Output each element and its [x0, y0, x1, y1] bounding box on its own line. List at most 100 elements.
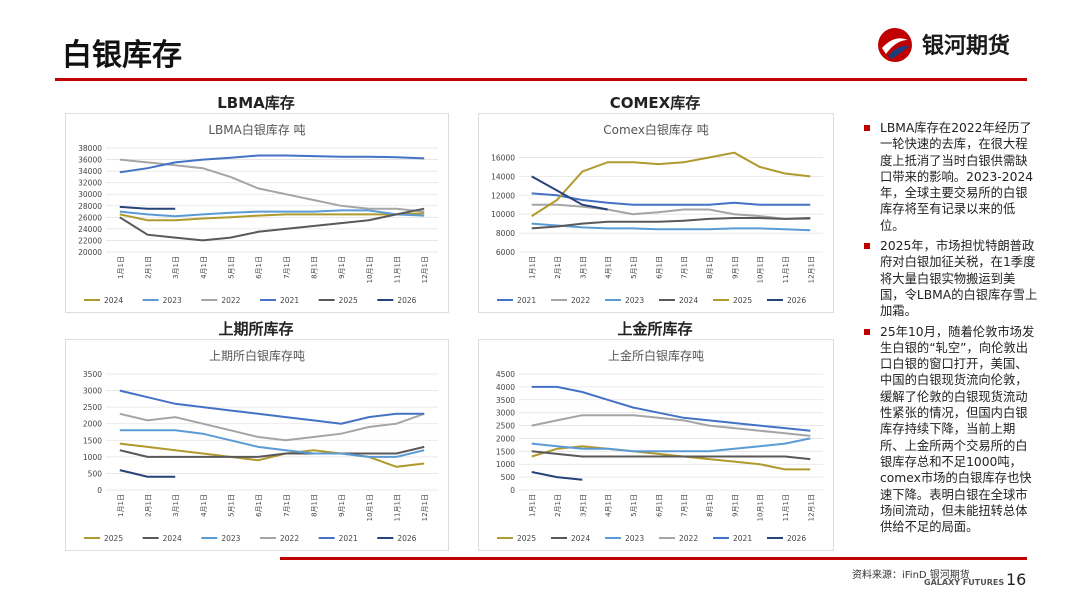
series-line: [531, 151, 811, 217]
series-line: [531, 222, 811, 232]
x-tick-label: 10月1日: [366, 494, 374, 521]
series-line: [531, 192, 811, 206]
legend-label: 2026: [397, 534, 416, 543]
panel-heading: 上期所库存: [218, 320, 294, 338]
legend-label: 2023: [163, 296, 182, 305]
y-tick-label: 6000: [496, 248, 515, 257]
x-tick-label: 1月1日: [117, 256, 125, 279]
x-tick-label: 7月1日: [681, 494, 689, 517]
series-line: [119, 389, 425, 425]
x-tick-label: 11月1日: [394, 256, 402, 283]
y-tick-label: 2000: [496, 434, 515, 443]
chart: 上期所白银库存吨 0 500 1000 1500 2000 2500 3000 3500 1月1日…: [65, 339, 449, 551]
legend-label: 2021: [339, 534, 358, 543]
y-tick-label: 16000: [491, 153, 515, 162]
series-line: [119, 154, 425, 174]
y-tick-label: 24000: [78, 225, 102, 234]
x-tick-label: 6月1日: [255, 256, 263, 279]
x-tick-label: 3月1日: [579, 494, 587, 517]
footer-rule: [280, 557, 1027, 560]
legend-label: 2025: [517, 534, 536, 543]
legend-label: 2021: [517, 296, 536, 305]
x-tick-label: 3月1日: [579, 256, 587, 279]
series-line: [531, 471, 583, 481]
bullet-list: LBMA库存在2022年经历了一轮快速的去库，在很大程度上抵消了当时白银供需缺口…: [862, 120, 1038, 539]
x-tick-label: 4月1日: [605, 494, 613, 517]
panel-heading: 上金所库存: [617, 320, 693, 338]
y-tick-label: 3000: [496, 409, 515, 418]
chart-title: Comex白银库存 吨: [603, 122, 709, 137]
series-line: [119, 207, 425, 242]
x-tick-label: 11月1日: [394, 494, 402, 521]
x-tick-label: 2月1日: [554, 256, 562, 279]
x-tick-label: 6月1日: [255, 494, 263, 517]
panel-heading: COMEX库存: [609, 94, 701, 112]
y-tick-label: 500: [88, 469, 103, 478]
bullet: 25年10月，随着伦敦市场发生白银的“轧空”，向伦敦出口白银的窗口打开，美国、中…: [862, 324, 1038, 536]
series-line: [119, 445, 425, 458]
y-tick-label: 32000: [78, 179, 102, 188]
x-tick-label: 3月1日: [172, 494, 180, 517]
y-tick-label: 2000: [83, 420, 102, 429]
x-tick-label: 11月1日: [782, 256, 790, 283]
source: 资料来源：iFinD 银河期货: [852, 570, 970, 581]
y-tick-label: 2500: [83, 403, 102, 412]
legend-label: 2025: [104, 534, 123, 543]
chart-title: 上金所白银库存吨: [608, 348, 704, 363]
chart-title: 上期所白银库存吨: [209, 348, 305, 363]
series-line: [119, 429, 425, 458]
series-line: [531, 450, 811, 461]
y-tick-label: 4000: [496, 383, 515, 392]
x-tick-label: 8月1日: [311, 494, 319, 517]
y-tick-label: 1500: [496, 447, 515, 456]
y-tick-label: 20000: [78, 248, 102, 257]
legend-label: 2024: [679, 296, 698, 305]
y-tick-label: 22000: [78, 236, 102, 245]
x-tick-label: 2月1日: [145, 256, 153, 279]
bullet: LBMA库存在2022年经历了一轮快速的去库，在很大程度上抵消了当时白银供需缺口…: [862, 120, 1038, 234]
y-tick-label: 1500: [83, 436, 102, 445]
chart: Comex白银库存 吨 6000 8000 10000 12000 14000 16000 1…: [478, 113, 834, 313]
series-line: [531, 445, 811, 471]
legend-label: 2022: [679, 534, 698, 543]
logo-icon: [878, 28, 912, 62]
y-tick-label: 3500: [83, 370, 102, 379]
y-tick-label: 3000: [83, 387, 102, 396]
y-tick-label: 3500: [496, 396, 515, 405]
x-tick-label: 5月1日: [228, 256, 236, 279]
x-tick-label: 1月1日: [117, 494, 125, 517]
panel-heading: LBMA库存: [217, 94, 295, 112]
series-line: [119, 158, 425, 213]
series-line: [531, 175, 608, 211]
x-tick-label: 2月1日: [145, 494, 153, 517]
x-tick-label: 9月1日: [338, 256, 346, 279]
x-tick-label: 8月1日: [706, 256, 714, 279]
legend-label: 2024: [163, 534, 182, 543]
legend-label: 2023: [221, 534, 240, 543]
x-tick-label: 3月1日: [172, 256, 180, 279]
y-tick-label: 0: [510, 486, 515, 495]
x-tick-label: 12月1日: [421, 256, 429, 283]
x-tick-label: 5月1日: [630, 494, 638, 517]
x-tick-label: 9月1日: [338, 494, 346, 517]
series-line: [119, 205, 176, 210]
y-tick-label: 1000: [496, 460, 515, 469]
series-line: [531, 203, 811, 220]
chart: LBMA白银库存 吨 20000 22000 24000 26000 28000 30000…: [65, 113, 449, 313]
legend-label: 2022: [221, 296, 240, 305]
series-line: [119, 412, 425, 442]
x-tick-label: 12月1日: [807, 494, 815, 521]
x-tick-label: 1月1日: [529, 256, 537, 279]
legend-label: 2023: [625, 296, 644, 305]
y-tick-label: 30000: [78, 190, 102, 199]
legend-label: 2026: [787, 296, 806, 305]
y-tick-label: 14000: [491, 172, 515, 181]
x-tick-label: 5月1日: [228, 494, 236, 517]
y-tick-label: 38000: [78, 144, 102, 153]
x-tick-label: 6月1日: [655, 494, 663, 517]
x-tick-label: 7月1日: [283, 256, 291, 279]
legend-label: 2025: [339, 296, 358, 305]
y-tick-label: 2500: [496, 422, 515, 431]
legend-label: 2026: [787, 534, 806, 543]
